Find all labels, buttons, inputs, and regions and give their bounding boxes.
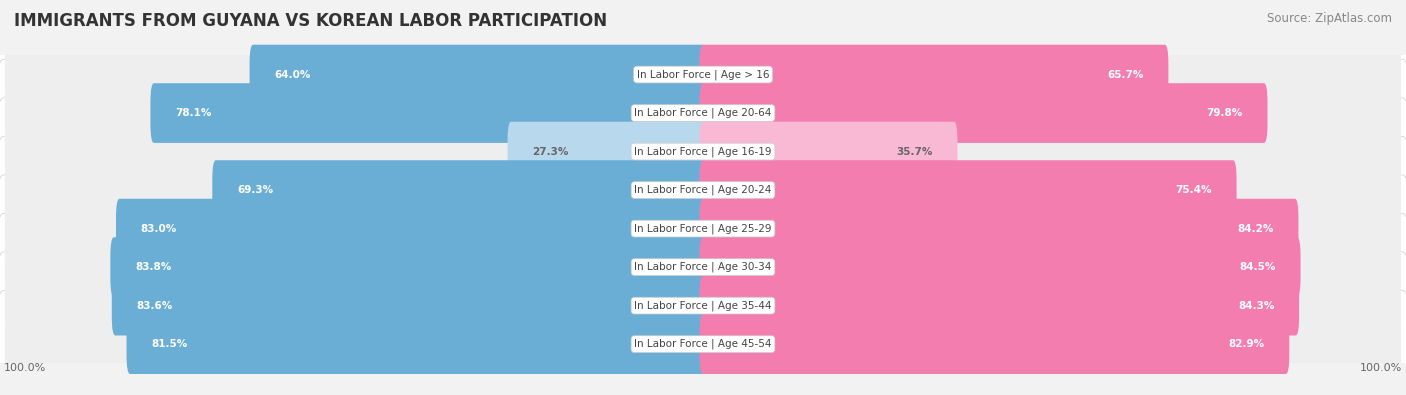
FancyBboxPatch shape bbox=[700, 122, 957, 181]
Text: 83.8%: 83.8% bbox=[135, 262, 172, 272]
FancyBboxPatch shape bbox=[110, 237, 707, 297]
Text: 78.1%: 78.1% bbox=[176, 108, 211, 118]
Text: 100.0%: 100.0% bbox=[3, 363, 46, 373]
Text: In Labor Force | Age 35-44: In Labor Force | Age 35-44 bbox=[634, 300, 772, 311]
Text: 84.2%: 84.2% bbox=[1237, 224, 1274, 233]
Text: Source: ZipAtlas.com: Source: ZipAtlas.com bbox=[1267, 12, 1392, 25]
FancyBboxPatch shape bbox=[700, 83, 1268, 143]
FancyBboxPatch shape bbox=[6, 33, 1400, 116]
Text: 82.9%: 82.9% bbox=[1229, 339, 1265, 349]
Text: In Labor Force | Age 45-54: In Labor Force | Age 45-54 bbox=[634, 339, 772, 350]
FancyBboxPatch shape bbox=[700, 314, 1289, 374]
FancyBboxPatch shape bbox=[0, 252, 1406, 359]
Text: 83.6%: 83.6% bbox=[136, 301, 173, 310]
Text: 75.4%: 75.4% bbox=[1175, 185, 1212, 195]
FancyBboxPatch shape bbox=[115, 199, 707, 258]
FancyBboxPatch shape bbox=[700, 199, 1299, 258]
Text: 84.3%: 84.3% bbox=[1239, 301, 1275, 310]
FancyBboxPatch shape bbox=[6, 110, 1400, 193]
FancyBboxPatch shape bbox=[0, 290, 1406, 395]
FancyBboxPatch shape bbox=[700, 276, 1299, 335]
FancyBboxPatch shape bbox=[0, 98, 1406, 205]
Text: 79.8%: 79.8% bbox=[1206, 108, 1243, 118]
FancyBboxPatch shape bbox=[6, 303, 1400, 386]
FancyBboxPatch shape bbox=[6, 226, 1400, 308]
FancyBboxPatch shape bbox=[0, 175, 1406, 282]
Text: 83.0%: 83.0% bbox=[141, 224, 177, 233]
FancyBboxPatch shape bbox=[0, 59, 1406, 167]
FancyBboxPatch shape bbox=[700, 160, 1237, 220]
Text: 64.0%: 64.0% bbox=[274, 70, 311, 79]
Text: 69.3%: 69.3% bbox=[236, 185, 273, 195]
FancyBboxPatch shape bbox=[508, 122, 707, 181]
FancyBboxPatch shape bbox=[6, 149, 1400, 231]
FancyBboxPatch shape bbox=[250, 45, 707, 104]
FancyBboxPatch shape bbox=[6, 264, 1400, 347]
Text: 65.7%: 65.7% bbox=[1108, 70, 1144, 79]
Text: 35.7%: 35.7% bbox=[897, 147, 934, 156]
FancyBboxPatch shape bbox=[0, 213, 1406, 321]
FancyBboxPatch shape bbox=[150, 83, 707, 143]
FancyBboxPatch shape bbox=[112, 276, 707, 335]
FancyBboxPatch shape bbox=[0, 21, 1406, 128]
Text: 84.5%: 84.5% bbox=[1240, 262, 1277, 272]
Text: 81.5%: 81.5% bbox=[152, 339, 187, 349]
Text: In Labor Force | Age 20-24: In Labor Force | Age 20-24 bbox=[634, 185, 772, 196]
Text: In Labor Force | Age 30-34: In Labor Force | Age 30-34 bbox=[634, 262, 772, 273]
Text: In Labor Force | Age > 16: In Labor Force | Age > 16 bbox=[637, 69, 769, 80]
FancyBboxPatch shape bbox=[6, 71, 1400, 154]
FancyBboxPatch shape bbox=[0, 136, 1406, 244]
FancyBboxPatch shape bbox=[212, 160, 707, 220]
Text: In Labor Force | Age 16-19: In Labor Force | Age 16-19 bbox=[634, 146, 772, 157]
FancyBboxPatch shape bbox=[6, 187, 1400, 270]
Text: In Labor Force | Age 25-29: In Labor Force | Age 25-29 bbox=[634, 223, 772, 234]
Text: IMMIGRANTS FROM GUYANA VS KOREAN LABOR PARTICIPATION: IMMIGRANTS FROM GUYANA VS KOREAN LABOR P… bbox=[14, 12, 607, 30]
Text: 27.3%: 27.3% bbox=[533, 147, 568, 156]
FancyBboxPatch shape bbox=[700, 45, 1168, 104]
FancyBboxPatch shape bbox=[127, 314, 707, 374]
Text: 100.0%: 100.0% bbox=[1360, 363, 1403, 373]
FancyBboxPatch shape bbox=[700, 237, 1301, 297]
Text: In Labor Force | Age 20-64: In Labor Force | Age 20-64 bbox=[634, 108, 772, 118]
